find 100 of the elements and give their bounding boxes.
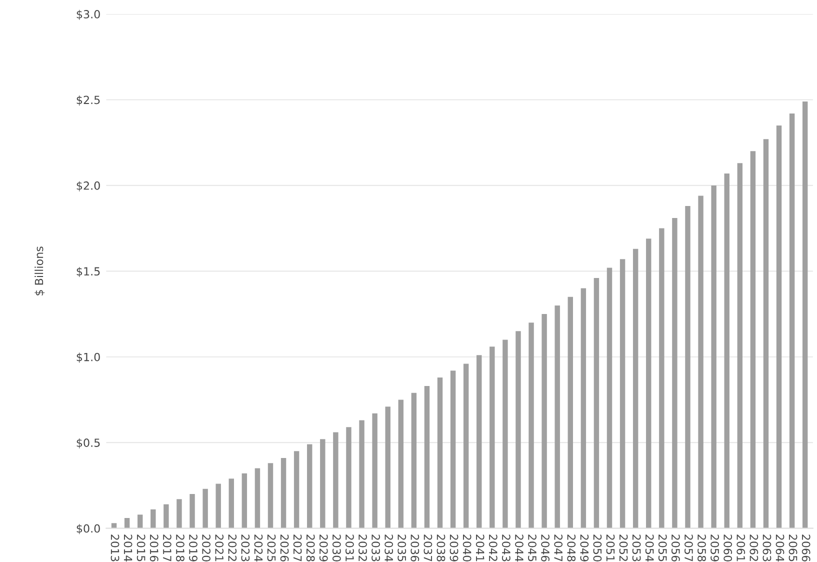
x-tick-label: 2044: [515, 534, 524, 562]
bar: [802, 101, 808, 528]
bar: [789, 113, 795, 528]
bar: [776, 125, 782, 528]
x-tick-label: 2034: [384, 534, 394, 562]
x-tick-label: 2022: [228, 534, 237, 561]
bar: [320, 439, 326, 528]
bar: [268, 463, 274, 528]
bar: [685, 206, 690, 528]
bar: [437, 377, 443, 528]
x-tick-label: 2058: [698, 534, 706, 562]
bar: [307, 444, 312, 528]
x-tick-label: 2040: [462, 534, 472, 562]
bar: [502, 340, 508, 528]
x-tick-label: 2057: [684, 534, 693, 562]
x-tick-label: 2045: [528, 534, 536, 562]
x-tick-label: 2064: [776, 534, 784, 562]
x-tick-label: 2046: [541, 534, 550, 562]
x-tick-label: 2037: [424, 534, 432, 562]
bar: [164, 504, 169, 528]
x-tick-label: 2042: [488, 534, 498, 561]
bar: [737, 163, 743, 528]
y-tick-label: $1.5: [76, 266, 100, 278]
x-tick-label: 2026: [280, 534, 289, 562]
y-tick-label: $3.0: [76, 10, 100, 20]
bar: [750, 151, 756, 528]
x-tick-label: 2036: [410, 534, 420, 562]
bar: [763, 139, 769, 528]
x-tick-label: 2062: [750, 534, 758, 561]
bar: [580, 288, 586, 528]
bar: [150, 509, 156, 528]
y-tick-label: $1.0: [76, 352, 100, 363]
bar: [411, 392, 417, 528]
bar: [333, 432, 338, 528]
x-tick-label: 2019: [189, 534, 198, 562]
x-tick-label: 2017: [162, 534, 172, 562]
x-tick-label: 2065: [788, 534, 798, 562]
bar: [372, 413, 378, 528]
x-tick-label: 2048: [567, 534, 576, 562]
x-tick-label: 2052: [619, 534, 628, 561]
bar: [554, 305, 560, 528]
y-axis-title: $ Billions: [34, 246, 45, 296]
bar: [463, 364, 469, 528]
x-tick-label: 2025: [267, 534, 276, 562]
x-tick-label: 2014: [124, 534, 132, 562]
x-tick-label: 2041: [476, 534, 484, 562]
x-tick-label: 2029: [319, 534, 328, 562]
bar: [254, 468, 260, 528]
x-tick-label: 2051: [606, 534, 615, 562]
x-tick-label: 2054: [645, 534, 654, 562]
bar: [698, 196, 704, 528]
x-tick-label: 2013: [110, 534, 120, 562]
x-tick-label: 2055: [658, 534, 667, 562]
bar: [450, 370, 456, 528]
x-tick-label: 2033: [372, 534, 380, 562]
x-tick-label: 2024: [254, 534, 263, 562]
x-tick-label: 2015: [136, 534, 146, 562]
x-tick-label: 2039: [450, 534, 458, 562]
bar: [202, 488, 208, 528]
bar: [359, 420, 364, 528]
bar: [528, 322, 534, 528]
bar: [216, 484, 221, 528]
bar: [594, 278, 600, 528]
x-tick-label: 2023: [241, 534, 250, 562]
x-tick-label: 2066: [802, 534, 810, 562]
x-tick-label: 2035: [398, 534, 406, 562]
bar: [294, 451, 300, 528]
y-tick-label: $0.5: [76, 438, 100, 448]
bar: [620, 259, 626, 528]
bar: [346, 427, 352, 528]
bar: [632, 248, 638, 528]
bar: [516, 331, 521, 528]
x-tick-label: 2038: [436, 534, 446, 562]
x-tick-label: 2063: [762, 534, 772, 562]
x-tick-label: 2059: [710, 534, 719, 562]
x-tick-label: 2027: [293, 534, 302, 562]
x-tick-label: 2032: [358, 534, 367, 561]
x-tick-label: 2016: [150, 534, 158, 562]
bar: [398, 400, 404, 528]
x-tick-label: 2020: [202, 534, 210, 562]
bar: [490, 346, 495, 528]
bar: [424, 386, 430, 528]
bar: [659, 228, 664, 528]
x-tick-label: 2043: [502, 534, 510, 562]
bar: [190, 494, 195, 528]
y-tick-label: $0.0: [76, 524, 100, 534]
x-tick-label: 2031: [346, 534, 354, 562]
x-tick-label: 2056: [671, 534, 680, 562]
bar: [646, 238, 652, 528]
x-tick-label: 2061: [736, 534, 746, 562]
bar: [228, 478, 234, 528]
y-tick-label: $2.0: [76, 181, 100, 192]
x-tick-label: 2021: [215, 534, 224, 562]
x-tick-label: 2018: [176, 534, 184, 562]
bar: [176, 499, 182, 528]
x-tick-label: 2047: [554, 534, 563, 562]
bar: [568, 296, 573, 528]
x-tick-label: 2050: [593, 534, 602, 562]
bar: [711, 185, 716, 528]
bar: [672, 218, 678, 528]
